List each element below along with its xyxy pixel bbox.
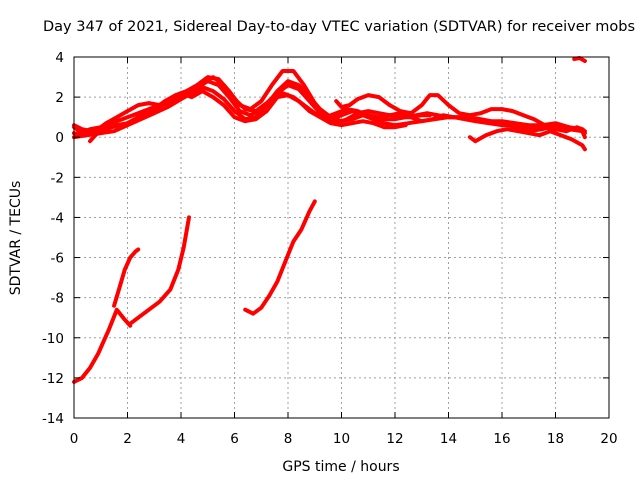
series-line-s6 [334,93,585,134]
x-tick-label: 16 [493,431,510,447]
x-tick-label: 12 [386,431,403,447]
axis-ticks [73,56,610,419]
series-line-s10 [112,247,141,308]
x-tick-label: 10 [333,431,350,447]
x-tick-label: 6 [230,431,239,447]
x-tick-label: 18 [547,431,564,447]
y-tick-label: -12 [42,371,64,387]
y-tick-label: 0 [55,130,64,146]
series-line-s9 [72,307,133,384]
y-tick-label: -14 [42,411,64,427]
y-tick-label: -6 [51,251,64,267]
y-axis-label: SDTVAR / TECUs [8,181,24,296]
x-tick-label: 0 [70,431,79,447]
y-tick-label: -8 [51,291,64,307]
x-axis-label: GPS time / hours [282,459,399,475]
x-tick-label: 4 [177,431,186,447]
series-line-s3 [72,79,587,140]
chart-title: Day 347 of 2021, Sidereal Day-to-day VTE… [43,19,635,35]
x-tick-label: 8 [284,431,293,447]
traces [72,56,587,384]
y-tick-label: -10 [42,331,64,347]
x-tick-label: 2 [123,431,132,447]
y-tick-label: -2 [51,170,64,186]
series-line-s11 [128,215,191,326]
y-tick-label: -4 [51,210,64,226]
y-tick-label: 4 [55,50,64,66]
x-tick-labels: 0 2 4 6 8 10 12 14 16 18 20 [70,431,618,447]
series-line-s8 [572,56,587,63]
x-tick-label: 14 [440,431,457,447]
y-tick-labels: 4 2 0 -2 -4 -6 -8 -10 -12 -14 [42,50,64,427]
series-line-s5 [88,89,408,144]
series-line-s12 [243,199,317,316]
series-line-s7 [467,127,587,152]
y-tick-label: 2 [55,90,64,106]
x-tick-label: 20 [600,431,617,447]
